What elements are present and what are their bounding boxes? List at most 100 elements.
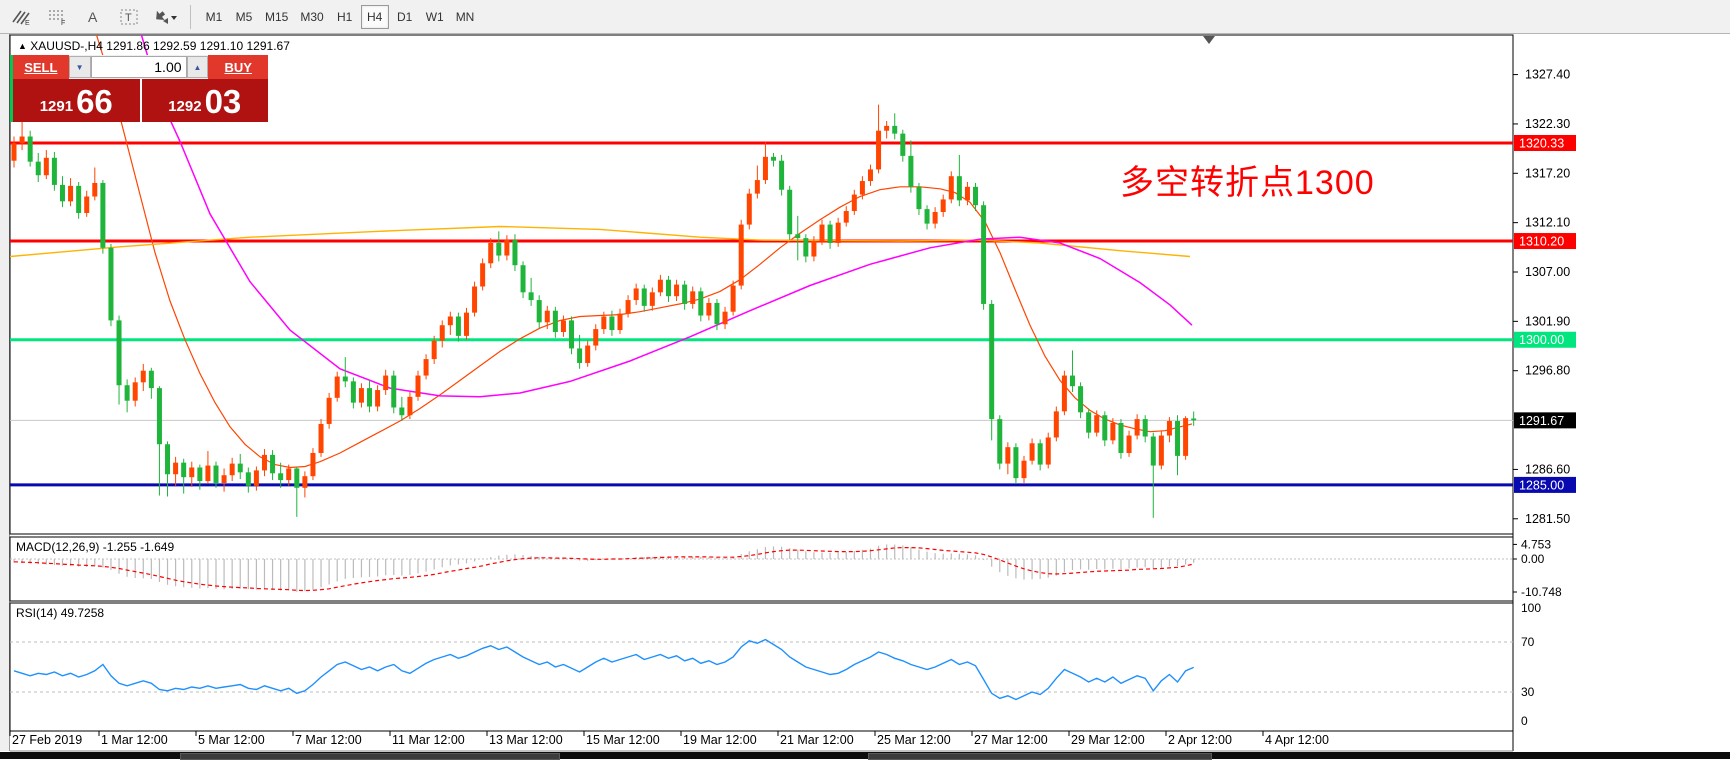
price-tag-text: 1320.33 xyxy=(1519,137,1564,151)
candle-body xyxy=(84,196,90,213)
candle-body xyxy=(851,194,857,212)
one-click-trading-panel: SELL ▼ ▲ BUY 1291 66 1292 03 xyxy=(10,55,268,122)
candle-body xyxy=(92,182,98,197)
date-axis-label: 27 Feb 2019 xyxy=(12,733,82,747)
candle-body xyxy=(197,467,203,482)
candle-body xyxy=(415,375,421,397)
candle-body xyxy=(1126,435,1132,453)
bid-price-big: 66 xyxy=(76,83,113,120)
candle-body xyxy=(383,375,389,391)
candle-body xyxy=(35,161,41,176)
trade-panel-accent xyxy=(10,55,13,122)
volume-increase-button[interactable]: ▲ xyxy=(186,56,209,78)
candle-body xyxy=(964,186,970,201)
equidistant-channel-icon[interactable]: E xyxy=(6,4,36,30)
tf-button-d1[interactable]: D1 xyxy=(391,5,419,29)
candle-body xyxy=(310,452,316,477)
text-label-icon[interactable]: A xyxy=(78,4,108,30)
candle-body xyxy=(407,396,413,416)
candle-body xyxy=(738,224,744,286)
price-axis-label: 1301.90 xyxy=(1525,314,1570,328)
candle-body xyxy=(1078,386,1084,413)
rsi-axis-label: 70 xyxy=(1521,635,1535,649)
shift-marker-icon xyxy=(1203,36,1215,44)
candle-body xyxy=(294,468,300,488)
macd-axis-label: 0.00 xyxy=(1521,552,1545,566)
candle-body xyxy=(148,370,154,389)
candle-body xyxy=(940,199,946,212)
buy-price-button[interactable]: 1292 03 xyxy=(141,79,268,122)
rsi-axis-label: 30 xyxy=(1521,685,1535,699)
candle-body xyxy=(431,340,437,360)
tf-button-w1[interactable]: W1 xyxy=(421,5,449,29)
candle-body xyxy=(560,320,566,332)
axis-layer: 1327.40 1322.30 1317.20 1312.10 1307.00 1301.… xyxy=(9,68,1576,752)
candle-body xyxy=(674,284,680,297)
text-box-icon[interactable]: T xyxy=(114,4,144,30)
candle-body xyxy=(358,388,364,403)
candle-body xyxy=(221,475,227,483)
candle-body xyxy=(205,465,211,482)
sell-button[interactable]: SELL xyxy=(13,55,69,79)
tf-button-m5[interactable]: M5 xyxy=(230,5,258,29)
candle-body xyxy=(722,311,728,325)
symbol-marker-icon: ▲ xyxy=(18,41,27,51)
candle-body xyxy=(665,279,671,297)
candle-body xyxy=(730,285,736,312)
rsi-line xyxy=(13,638,1194,701)
ohlc-low: 1291.10 xyxy=(199,39,244,53)
candle-body xyxy=(68,185,74,202)
candle-body xyxy=(1158,435,1164,466)
candle-body xyxy=(552,310,558,332)
tf-button-m15[interactable]: M15 xyxy=(260,5,293,29)
date-axis-label: 21 Mar 12:00 xyxy=(780,733,854,747)
svg-text:A: A xyxy=(88,9,98,25)
tf-button-m30[interactable]: M30 xyxy=(295,5,328,29)
candle-body xyxy=(318,423,324,453)
candle-body xyxy=(1094,415,1100,433)
fibonacci-grid-icon[interactable]: F xyxy=(42,4,72,30)
candle-body xyxy=(76,185,82,213)
tf-button-h4[interactable]: H4 xyxy=(360,4,389,29)
sell-price-button[interactable]: 1291 66 xyxy=(13,79,140,122)
candle-body xyxy=(690,291,696,304)
price-tag-1310.20 xyxy=(1514,233,1576,250)
date-axis-label: 27 Mar 12:00 xyxy=(974,733,1048,747)
price-axis-label: 1327.40 xyxy=(1525,68,1570,82)
candle-body xyxy=(116,320,122,386)
rsi-axis-label: 100 xyxy=(1521,601,1541,615)
tf-button-mn[interactable]: MN xyxy=(451,5,480,29)
candle-body xyxy=(1134,419,1140,436)
candle-body xyxy=(472,286,478,313)
candle-body xyxy=(892,125,898,134)
symbol-header: ▲ XAUUSD-,H4 1291.86 1292.59 1291.10 129… xyxy=(18,39,290,53)
candle-body xyxy=(213,465,219,483)
candle-body xyxy=(1045,437,1051,465)
tf-button-m1[interactable]: M1 xyxy=(200,5,228,29)
candle-body xyxy=(908,155,914,187)
candle-body xyxy=(609,316,615,331)
tf-button-h1[interactable]: H1 xyxy=(331,5,359,29)
rsi-axis-label: 0 xyxy=(1521,714,1528,728)
candle-body xyxy=(827,224,833,243)
candle-body xyxy=(811,241,817,257)
price-tag-text: 1310.20 xyxy=(1519,235,1564,249)
candle-body xyxy=(617,313,623,331)
candle-body xyxy=(1175,421,1181,456)
candle-body xyxy=(1191,418,1197,421)
volume-decrease-button[interactable]: ▼ xyxy=(68,56,91,78)
candle-body xyxy=(334,376,340,398)
candle-body xyxy=(1118,422,1124,453)
candle-body xyxy=(270,454,276,474)
arrows-tool-icon[interactable] xyxy=(150,4,180,30)
volume-input[interactable] xyxy=(90,56,187,78)
symbol-name: XAUUSD-,H4 xyxy=(30,39,103,53)
buy-button[interactable]: BUY xyxy=(208,55,268,79)
date-axis-label: 15 Mar 12:00 xyxy=(586,733,660,747)
candle-body xyxy=(1183,418,1189,456)
price-axis-label: 1312.10 xyxy=(1525,216,1570,230)
macd-axis-label: 4.753 xyxy=(1521,537,1551,551)
candle-body xyxy=(924,209,930,224)
candle-body xyxy=(132,382,138,401)
